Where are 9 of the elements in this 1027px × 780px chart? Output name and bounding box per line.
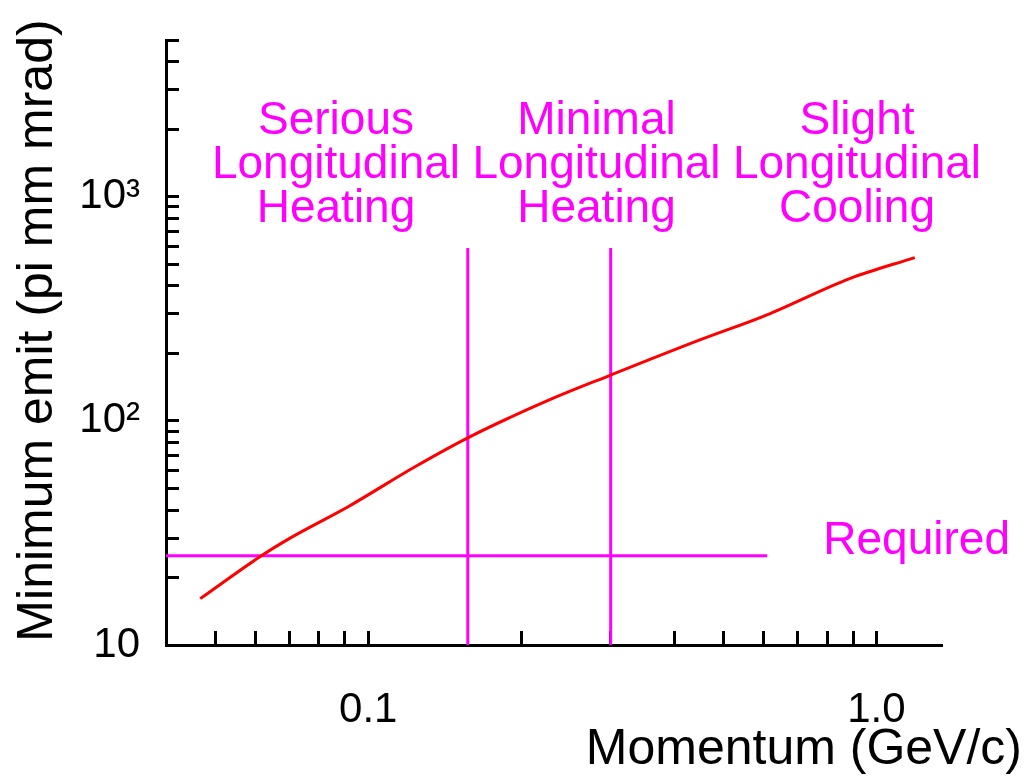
y-tick-label: 10³ bbox=[79, 170, 141, 218]
y-axis-title: Minimum emit (pi mm mrad) bbox=[6, 19, 63, 642]
annotation: Minimal Longitudinal Heating bbox=[472, 91, 721, 232]
y-tick-label: 10 bbox=[93, 618, 140, 666]
annotation: Slight Longitudinal Cooling bbox=[732, 91, 982, 232]
y-tick-label: 10² bbox=[79, 394, 141, 442]
series-label: Required bbox=[823, 512, 1010, 565]
annotation: Serious Longitudinal Heating bbox=[211, 91, 461, 232]
x-tick-label: 0.1 bbox=[339, 683, 398, 731]
